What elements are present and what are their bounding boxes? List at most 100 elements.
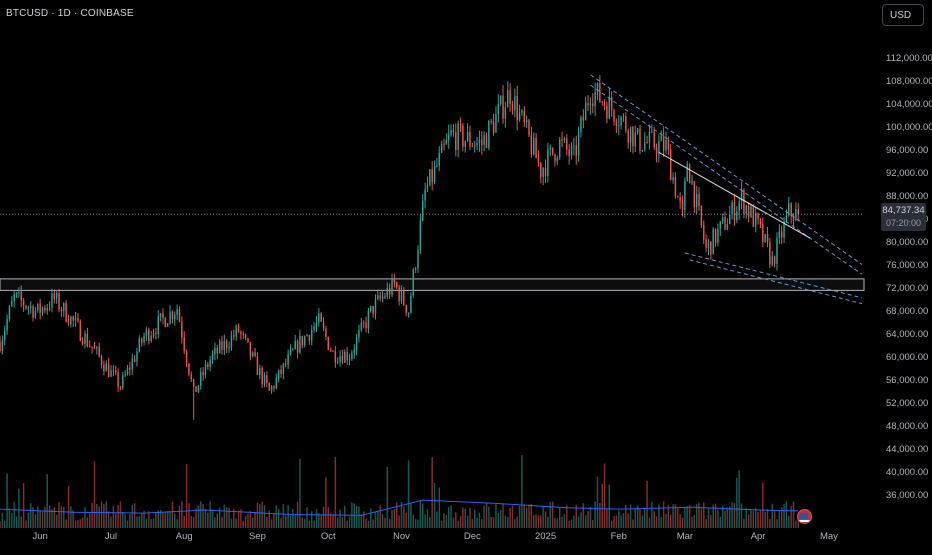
candle-body	[422, 200, 424, 221]
candle-body	[34, 310, 37, 318]
volume-bar	[589, 506, 592, 528]
candle-body	[679, 197, 681, 202]
volume-bar	[164, 512, 167, 528]
candle-body	[358, 330, 360, 338]
volume-bar	[455, 512, 457, 528]
candle-body	[282, 363, 285, 375]
candle-body	[346, 351, 348, 361]
candle-body	[412, 269, 415, 296]
x-tick-label: Mar	[677, 531, 693, 542]
volume-bar	[629, 504, 632, 528]
volume-bar	[355, 506, 358, 528]
volume-bar	[594, 501, 596, 528]
volume-bar	[792, 501, 795, 528]
candle-body	[228, 347, 230, 349]
volume-bar	[705, 519, 707, 528]
candle-body	[669, 149, 672, 181]
volume-bar	[301, 517, 304, 528]
candle-body	[299, 335, 301, 353]
volume-bar	[138, 515, 141, 528]
candle-body	[589, 103, 592, 106]
support-zone	[0, 278, 865, 291]
symbol-title[interactable]: BTCUSD · 1D · COINBASE	[6, 8, 134, 19]
candle-body	[599, 82, 601, 102]
candle-body	[667, 140, 670, 150]
candle-body	[98, 347, 100, 357]
candle-body	[410, 295, 412, 313]
candle-body	[764, 234, 766, 242]
candle-body	[613, 110, 615, 122]
volume-bar	[422, 503, 424, 528]
volume-bar	[155, 513, 157, 528]
volume-bar	[573, 515, 575, 528]
volume-bar	[334, 457, 337, 528]
volume-bar	[641, 515, 644, 528]
volume-bar	[660, 517, 662, 528]
candle-body	[504, 107, 507, 119]
candle-body	[1, 340, 4, 352]
candle-body	[46, 307, 48, 311]
candle-body	[693, 181, 696, 207]
candle-body	[606, 105, 608, 119]
volume-bar	[788, 516, 790, 528]
candle-body	[72, 316, 74, 321]
volume-bar	[25, 520, 27, 528]
volume-bar	[686, 506, 688, 528]
candle-body	[391, 278, 393, 295]
candle-body	[750, 206, 752, 218]
candle-body	[22, 300, 25, 306]
candle-body	[481, 139, 483, 145]
volume-bar	[648, 517, 651, 528]
volume-bar	[379, 505, 381, 528]
volume-bar	[195, 508, 197, 528]
volume-bar	[556, 518, 559, 528]
volume-ma-line	[0, 499, 799, 516]
x-tick-label: Nov	[393, 531, 410, 542]
volume-bar	[145, 518, 148, 528]
volume-bar	[707, 507, 710, 528]
candle-body	[665, 140, 667, 151]
volume-bar	[3, 520, 6, 528]
candle-body	[292, 349, 294, 351]
volume-bar	[162, 512, 164, 528]
candle-body	[773, 256, 776, 264]
volume-bar	[632, 519, 634, 528]
us-flag-event-icon[interactable]	[797, 509, 812, 524]
candle-body	[51, 293, 53, 308]
candle-body	[686, 164, 688, 182]
candle-body	[582, 117, 585, 121]
candle-body	[77, 318, 79, 322]
candle-body	[776, 237, 778, 264]
volume-bar	[407, 460, 410, 528]
volume-bar	[563, 514, 566, 528]
candle-body	[551, 147, 554, 155]
channel-lower-line	[684, 252, 863, 299]
candle-body	[60, 309, 63, 311]
candle-body	[570, 146, 573, 156]
volume-bar	[303, 518, 306, 528]
volume-bar	[327, 506, 330, 528]
candle-body	[459, 123, 462, 126]
candle-body	[655, 147, 658, 155]
candle-body	[169, 311, 171, 324]
candle-body	[41, 307, 44, 313]
volume-bar	[615, 515, 618, 528]
volume-bar	[724, 510, 726, 528]
candle-body	[563, 138, 566, 141]
candle-body	[44, 307, 46, 311]
volume-bar	[126, 520, 129, 528]
candle-body	[757, 213, 759, 220]
volume-bar	[405, 512, 407, 528]
currency-button[interactable]: USD	[882, 4, 924, 26]
candle-body	[223, 340, 226, 351]
candle-body	[351, 353, 353, 360]
volume-bar	[622, 513, 625, 528]
candle-body	[247, 338, 249, 343]
candle-body	[155, 333, 157, 335]
candle-body	[308, 335, 311, 341]
volume-bar	[509, 507, 511, 528]
candle-body	[618, 125, 620, 127]
volume-bar	[313, 520, 315, 528]
